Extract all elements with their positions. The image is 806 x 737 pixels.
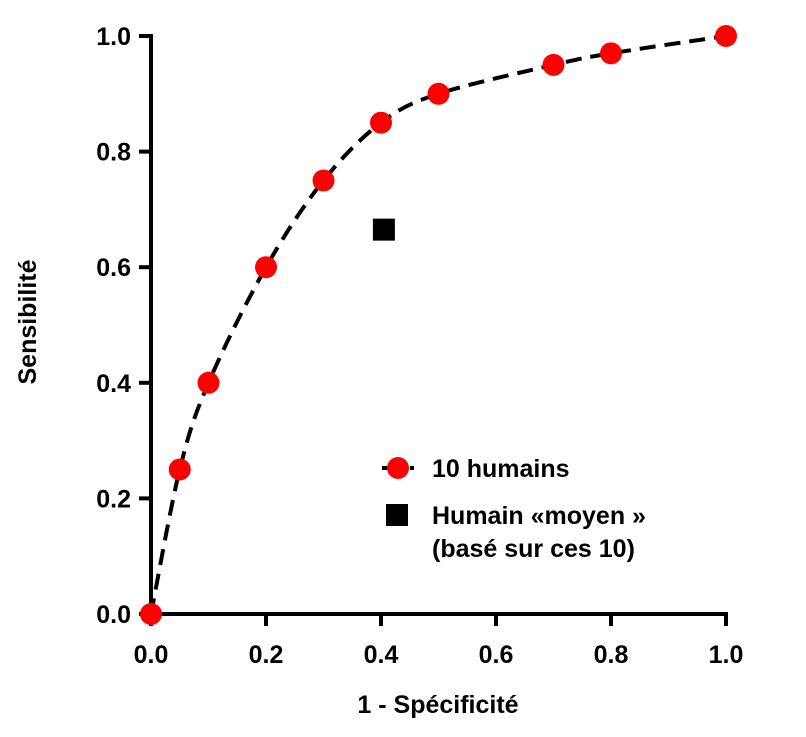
x-tick-label: 1.0 xyxy=(709,641,744,669)
data-point-10-humains xyxy=(168,458,191,481)
legend-marker-square xyxy=(386,504,408,526)
x-tick-label: 0.8 xyxy=(594,641,629,669)
x-tick-label: 0.2 xyxy=(249,641,284,669)
legend-label-10-humains: 10 humains xyxy=(432,455,570,483)
legend: 10 humains Humain «moyen » (basé sur ces… xyxy=(382,455,646,563)
y-tick-label: 0.8 xyxy=(96,139,131,167)
y-tick-label: 0.0 xyxy=(96,601,131,629)
x-axis-label: 1 - Spécificité xyxy=(357,691,518,719)
curve-layer xyxy=(149,34,727,615)
data-point-10-humains xyxy=(255,256,277,279)
data-point-10-humains xyxy=(715,25,737,47)
y-axis-label: Sensibilité xyxy=(14,259,42,384)
legend-label-humain-moyen-line2: (basé sur ces 10) xyxy=(432,535,635,563)
series-line-10-humains xyxy=(149,34,727,615)
y-tick-label: 1.0 xyxy=(96,23,131,51)
y-tick-label: 0.4 xyxy=(96,370,131,398)
y-tick-label: 0.2 xyxy=(96,485,131,513)
axes: 0.0 0.2 0.4 0.6 0.8 1.0 0.0 0.2 0.4 0.6 0.8 1.0 xyxy=(96,23,743,669)
legend-marker-circle xyxy=(387,457,409,479)
data-point-10-humains xyxy=(197,371,220,394)
x-tick-label: 0.4 xyxy=(364,641,399,669)
points-layer xyxy=(140,25,737,625)
data-point-10-humains xyxy=(600,42,622,65)
data-point-10-humains xyxy=(427,82,450,105)
data-point-10-humains xyxy=(542,53,565,76)
x-tick-label: 0.6 xyxy=(479,641,514,669)
legend-label-humain-moyen: Humain «moyen » xyxy=(432,502,646,530)
x-tick-label: 0.0 xyxy=(134,641,169,669)
data-point-10-humains xyxy=(140,603,162,625)
data-point-10-humains xyxy=(312,169,335,192)
data-point-10-humains xyxy=(370,111,392,134)
data-point-humain-moyen xyxy=(372,218,395,241)
y-tick-label: 0.6 xyxy=(96,254,131,282)
